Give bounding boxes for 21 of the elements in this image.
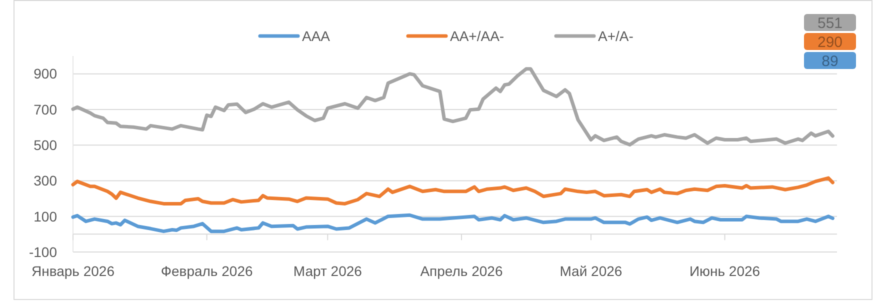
legend-label: A+/A- [598,28,634,44]
line-series [71,213,834,234]
line-series [71,67,834,146]
x-tick-label: Март 2026 [293,263,362,279]
y-tick-label: 100 [34,208,58,224]
y-tick-label: 500 [34,136,58,153]
legend-label: AA+/AA- [450,28,504,44]
text: 551 [817,14,843,32]
line-series [71,176,834,206]
annotation: 89 [822,52,838,70]
x-tick-label: Май 2026 [560,263,622,279]
legend-label: AAA [302,28,331,44]
x-tick-label: Июнь 2026 [689,263,760,279]
x-tick-label: Январь 2026 [31,263,115,279]
x-tick-label: Февраль 2026 [160,263,253,279]
x-tick-label: Апрель 2026 [420,263,503,279]
y-tick-label: 300 [34,172,58,189]
y-tick-label: -100 [28,244,58,260]
text: 290 [817,34,843,51]
y-tick-label: 900 [34,66,58,82]
y-tick-label: 700 [34,101,58,118]
